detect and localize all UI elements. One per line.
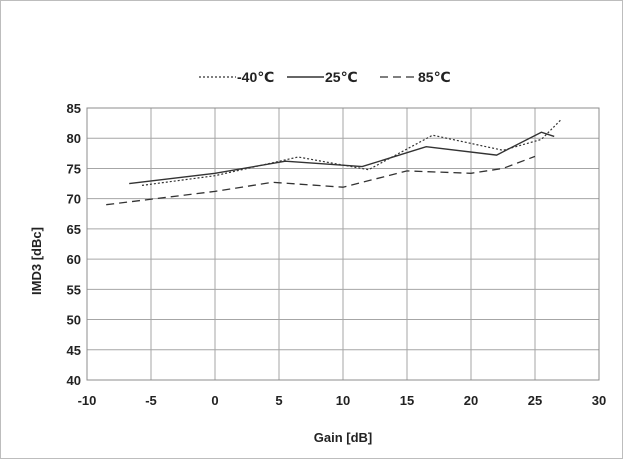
y-tick-label: 60	[67, 252, 81, 267]
series-line-1	[141, 119, 562, 186]
x-tick-label: 30	[592, 393, 606, 408]
x-tick-label: 20	[464, 393, 478, 408]
x-tick-label: -5	[145, 393, 157, 408]
x-tick-label: 0	[211, 393, 218, 408]
y-tick-label: 55	[67, 282, 81, 297]
y-tick-label: 80	[67, 131, 81, 146]
x-tick-label: 25	[528, 393, 542, 408]
series-line-3	[106, 155, 536, 206]
series-line-2	[129, 131, 555, 185]
y-tick-label: 45	[67, 343, 81, 358]
legend-label-3: 85℃	[418, 69, 451, 85]
y-tick-label: 75	[67, 161, 81, 176]
grid	[86, 107, 600, 381]
y-tick-label: 85	[67, 101, 81, 116]
x-tick-label: 10	[336, 393, 350, 408]
y-axis-title: IMD3 [dBc]	[29, 227, 44, 295]
y-tick-label: 50	[67, 313, 81, 328]
x-tick-label: 15	[400, 393, 414, 408]
legend-label-1: -40℃	[237, 69, 274, 85]
axes: 40 45 50 55 60 65 70 75 80 85 -10 -5 0 5 10 15 20 25 30	[67, 101, 607, 408]
y-tick-label: 70	[67, 192, 81, 207]
y-tick-label: 65	[67, 222, 81, 237]
x-axis-title: Gain [dB]	[314, 430, 373, 445]
legend-label-2: 25℃	[325, 69, 358, 85]
y-tick-label: 40	[67, 373, 81, 388]
series-lines	[106, 119, 562, 206]
legend: -40℃ 25℃ 85℃	[199, 69, 451, 85]
x-tick-label: 5	[275, 393, 282, 408]
x-tick-label: -10	[78, 393, 97, 408]
plot-area-border	[86, 107, 600, 381]
